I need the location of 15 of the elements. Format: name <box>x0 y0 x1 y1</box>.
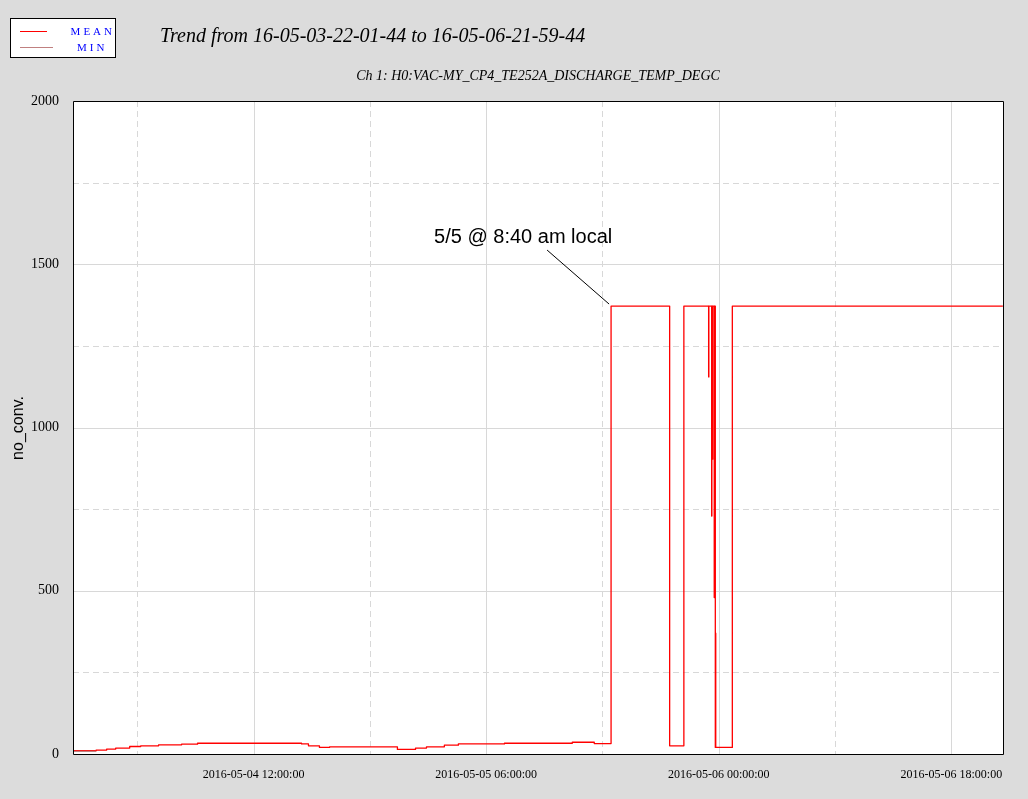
chart-subtitle: Ch 1: H0:VAC-MY_CP4_TE252A_DISCHARGE_TEMP_DEGC <box>355 68 721 84</box>
y-axis-title: no_conv. <box>9 395 27 460</box>
y-tick-label: 1500 <box>31 255 59 271</box>
x-tick-label: 2016-05-05 06:00:00 <box>435 767 537 782</box>
y-tick-label: 2000 <box>31 92 59 108</box>
chart-title: Trend from 16-05-03-22-01-44 to 16-05-06-21-59-44 <box>160 24 586 47</box>
legend-label: MEAN <box>70 25 115 37</box>
y-tick-label: 1000 <box>31 419 59 435</box>
y-tick-label: 500 <box>38 582 59 598</box>
annotation: 5/5 @ 8:40 am local <box>434 225 613 248</box>
x-tick-label: 2016-05-04 12:00:00 <box>202 767 305 782</box>
x-tick-label: 2016-05-06 00:00:00 <box>667 767 770 782</box>
y-tick-label: 0 <box>52 745 59 761</box>
x-tick-label: 2016-05-06 18:00:00 <box>900 767 1003 782</box>
legend-label: MIN <box>77 41 108 53</box>
